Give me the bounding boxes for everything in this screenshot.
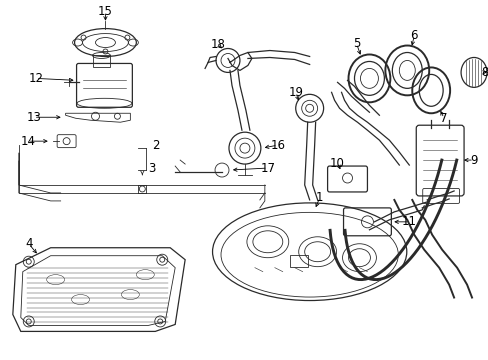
Text: 7: 7 xyxy=(440,112,447,125)
Text: 1: 1 xyxy=(315,192,323,204)
Text: 16: 16 xyxy=(270,139,285,152)
Text: 18: 18 xyxy=(210,38,225,51)
Text: 9: 9 xyxy=(469,154,477,167)
Text: 13: 13 xyxy=(26,111,41,124)
Text: 8: 8 xyxy=(480,66,488,79)
Text: 15: 15 xyxy=(98,5,113,18)
Text: 14: 14 xyxy=(20,135,35,148)
Text: 6: 6 xyxy=(409,29,417,42)
Text: 4: 4 xyxy=(25,237,32,250)
Bar xyxy=(289,255,307,267)
Text: 19: 19 xyxy=(287,86,303,99)
Text: 3: 3 xyxy=(148,162,155,175)
Text: 12: 12 xyxy=(28,72,43,85)
Bar xyxy=(92,55,110,67)
Text: 17: 17 xyxy=(260,162,275,175)
Text: 5: 5 xyxy=(352,37,360,50)
Text: 2: 2 xyxy=(152,139,160,152)
Text: 10: 10 xyxy=(329,157,345,170)
Text: 11: 11 xyxy=(401,215,416,228)
